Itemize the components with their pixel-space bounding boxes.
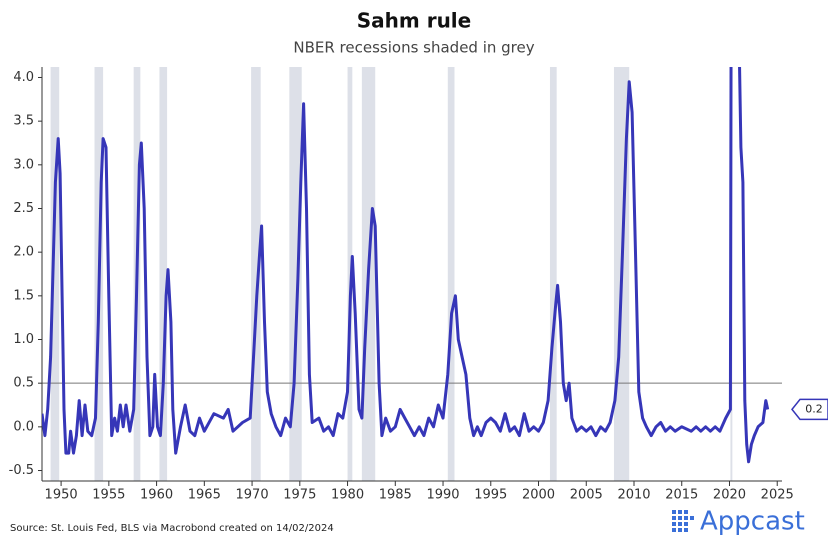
x-tick-label: 1980 — [331, 488, 364, 503]
y-tick-label: 2.5 — [13, 201, 34, 216]
x-tick-label: 2010 — [617, 488, 650, 503]
x-tick-label: 1965 — [188, 488, 221, 503]
x-tick-label: 2020 — [713, 488, 746, 503]
x-tick-label: 1975 — [283, 488, 316, 503]
y-tick-label: 1.5 — [13, 288, 34, 303]
x-tick-label: 1955 — [92, 488, 125, 503]
x-tick-label: 1950 — [45, 488, 78, 503]
x-tick-label: 2005 — [570, 488, 603, 503]
logo-icon — [672, 510, 694, 532]
recession-band — [159, 67, 168, 481]
x-tick-label: 1985 — [379, 488, 412, 503]
chart-subtitle: NBER recessions shaded in grey — [293, 39, 534, 57]
x-tick-label: 1995 — [474, 488, 507, 503]
recession-band — [447, 67, 455, 481]
recession-band — [549, 67, 557, 481]
x-tick-label: 2000 — [522, 488, 555, 503]
plot-area — [42, 67, 770, 464]
x-tick-label: 1990 — [426, 488, 459, 503]
recession-band — [347, 67, 353, 481]
y-tick-label: -0.5 — [9, 463, 34, 478]
recession-band — [251, 67, 261, 481]
y-tick-label: 3.5 — [13, 114, 34, 129]
x-tick-label: 1970 — [236, 488, 269, 503]
data-line — [42, 67, 770, 464]
x-tick-label: 2025 — [761, 488, 794, 503]
recession-band — [50, 67, 60, 481]
y-tick-label: 1.0 — [13, 332, 34, 347]
recession-band — [289, 67, 302, 481]
logo-text: Appcast — [700, 507, 805, 537]
x-tick-label: 1960 — [140, 488, 173, 503]
y-tick-label: 2.0 — [13, 245, 34, 260]
chart-title: Sahm rule — [357, 9, 471, 33]
y-tick-label: 0.0 — [13, 419, 34, 434]
last-value-label: 0.2 — [805, 402, 823, 415]
y-tick-label: 3.0 — [13, 157, 34, 172]
callout-box — [791, 398, 828, 421]
source-note: Source: St. Louis Fed, BLS via Macrobond… — [10, 523, 334, 534]
y-tick-label: 4.0 — [13, 70, 34, 85]
y-tick-label: 0.5 — [13, 376, 34, 391]
x-tick-label: 2015 — [665, 488, 698, 503]
